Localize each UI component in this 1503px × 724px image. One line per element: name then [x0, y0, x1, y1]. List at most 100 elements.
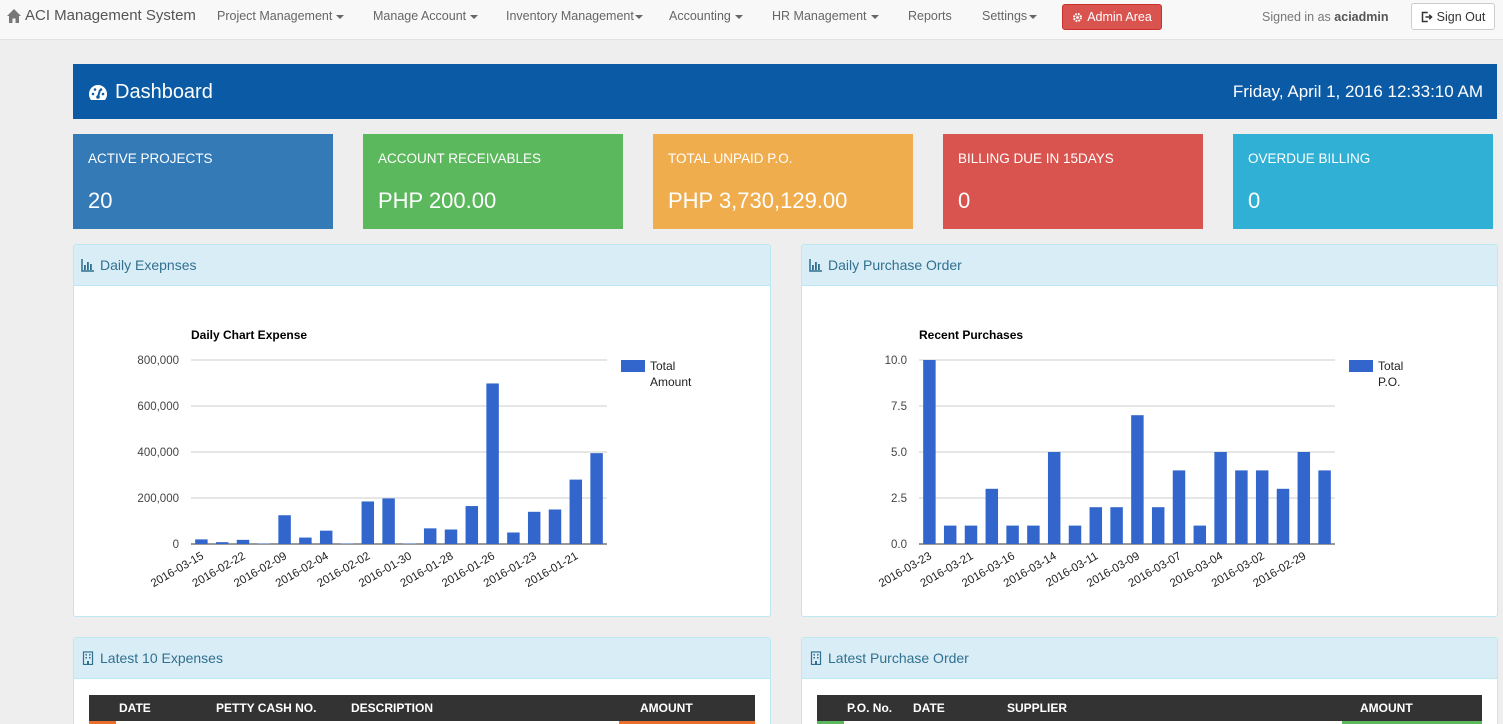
- bar[interactable]: [507, 532, 520, 545]
- stat-overdue-billing[interactable]: OVERDUE BILLING 0: [1233, 134, 1493, 229]
- legend-label: P.O.: [1378, 375, 1400, 389]
- bar[interactable]: [278, 515, 291, 544]
- row-accent: [817, 721, 844, 724]
- brand[interactable]: ACI Management System: [6, 7, 196, 24]
- bar[interactable]: [1297, 452, 1311, 544]
- nav-manage-account[interactable]: Manage Account: [373, 9, 479, 23]
- row-accent: [89, 721, 116, 724]
- bar[interactable]: [1068, 525, 1082, 544]
- bar[interactable]: [319, 530, 333, 544]
- bar[interactable]: [943, 525, 957, 544]
- column-header-amount[interactable]: AMOUNT: [640, 701, 693, 715]
- legend-label: Total: [1378, 359, 1403, 373]
- bar[interactable]: [195, 539, 208, 544]
- chart-title: Recent Purchases: [919, 328, 1023, 342]
- nav-hr-management[interactable]: HR Management: [772, 9, 879, 23]
- bar[interactable]: [361, 501, 375, 544]
- chevron-down-icon: [734, 14, 743, 19]
- bar[interactable]: [1193, 525, 1207, 544]
- bar[interactable]: [1151, 507, 1165, 544]
- bar[interactable]: [465, 506, 479, 544]
- building-icon: [810, 651, 822, 665]
- chevron-down-icon: [336, 14, 345, 19]
- nav-reports[interactable]: Reports: [908, 9, 952, 23]
- bar[interactable]: [527, 511, 541, 544]
- chevron-down-icon: [470, 14, 479, 19]
- column-header-date[interactable]: DATE: [119, 701, 151, 715]
- nav-label: Accounting: [669, 9, 731, 23]
- nav-label: Reports: [908, 9, 952, 23]
- bar[interactable]: [236, 539, 250, 544]
- bar[interactable]: [299, 537, 312, 544]
- bar[interactable]: [569, 479, 583, 544]
- column-header-date[interactable]: DATE: [913, 701, 945, 715]
- bar[interactable]: [1006, 525, 1019, 544]
- bar[interactable]: [590, 453, 603, 544]
- legend-label: Amount: [650, 375, 692, 389]
- bar[interactable]: [1047, 452, 1061, 544]
- nav-label: HR Management: [772, 9, 867, 23]
- panel-heading: Latest Purchase Order: [802, 638, 1497, 679]
- bar[interactable]: [1318, 470, 1331, 544]
- nav-label: Settings: [982, 9, 1028, 23]
- nav-settings[interactable]: Settings: [982, 9, 1038, 23]
- bar[interactable]: [382, 498, 395, 544]
- legend-swatch: [1349, 360, 1373, 372]
- admin-area-button[interactable]: Admin Area: [1062, 4, 1162, 30]
- y-tick-label: 7.5: [891, 401, 907, 413]
- stat-value: PHP 200.00: [378, 188, 497, 213]
- chevron-down-icon: [870, 14, 879, 19]
- y-tick-label: 400,000: [137, 447, 179, 459]
- bar[interactable]: [1214, 452, 1227, 544]
- bar[interactable]: [1235, 470, 1248, 544]
- bar[interactable]: [1276, 488, 1290, 544]
- column-header-po-no[interactable]: P.O. No.: [847, 701, 893, 715]
- bar[interactable]: [1027, 525, 1040, 544]
- bar[interactable]: [444, 529, 458, 544]
- latest-expenses-panel: Latest 10 Expenses DATE PETTY CASH NO. D…: [73, 637, 771, 724]
- sign-out-icon: [1421, 11, 1433, 22]
- bar[interactable]: [1172, 470, 1186, 544]
- row-accent: [619, 721, 755, 724]
- column-header-amount[interactable]: AMOUNT: [1360, 701, 1413, 715]
- current-datetime: Friday, April 1, 2016 12:33:10 AM: [1232, 82, 1483, 101]
- latest-purchase-order-panel: Latest Purchase Order P.O. No. DATE SUPP…: [801, 637, 1498, 724]
- bar[interactable]: [1110, 507, 1123, 544]
- y-tick-label: 800,000: [137, 355, 179, 367]
- nav-accounting[interactable]: Accounting: [669, 9, 743, 23]
- column-header-petty-cash-no[interactable]: PETTY CASH NO.: [216, 701, 317, 715]
- daily-expenses-panel: Daily Exepnses Daily Chart Expense 0 200,0…: [73, 244, 771, 617]
- bar[interactable]: [985, 488, 999, 544]
- nav-project-management[interactable]: Project Management: [217, 9, 345, 23]
- bar[interactable]: [1089, 507, 1103, 544]
- stat-active-projects[interactable]: ACTIVE PROJECTS 20: [73, 134, 333, 229]
- nav-label: Manage Account: [373, 9, 467, 23]
- nav-inventory-management[interactable]: Inventory Management: [506, 9, 643, 23]
- bar[interactable]: [923, 360, 936, 544]
- page-title: Dashboard: [87, 81, 213, 104]
- sign-out-button[interactable]: Sign Out: [1411, 3, 1495, 30]
- stat-account-receivables[interactable]: ACCOUNT RECEIVABLES PHP 200.00: [363, 134, 623, 229]
- bar[interactable]: [548, 509, 562, 545]
- bar[interactable]: [215, 542, 229, 544]
- bar[interactable]: [1131, 415, 1144, 544]
- panel-heading: Daily Exepnses: [74, 245, 770, 286]
- column-header-description[interactable]: DESCRIPTION: [351, 701, 434, 715]
- stat-total-unpaid-po[interactable]: TOTAL UNPAID P.O. PHP 3,730,129.00: [653, 134, 913, 229]
- bar-chart-icon: [809, 259, 822, 272]
- bar[interactable]: [423, 528, 437, 544]
- column-header-supplier[interactable]: SUPPLIER: [1007, 701, 1068, 715]
- bar[interactable]: [1255, 470, 1269, 544]
- bar[interactable]: [486, 383, 499, 544]
- chevron-down-icon: [634, 14, 643, 19]
- y-tick-label: 0: [173, 539, 179, 551]
- y-tick-label: 10.0: [885, 355, 907, 367]
- stat-billing-due[interactable]: BILLING DUE IN 15DAYS 0: [943, 134, 1203, 229]
- bar[interactable]: [964, 525, 978, 544]
- building-icon: [82, 651, 94, 665]
- panel-heading: Latest 10 Expenses: [74, 638, 770, 679]
- daily-expense-chart: Daily Chart Expense 0 200,000 400,000 600,00…: [137, 328, 692, 590]
- y-tick-label: 600,000: [137, 401, 179, 413]
- y-tick-label: 5.0: [891, 447, 907, 459]
- stat-label: ACCOUNT RECEIVABLES: [378, 151, 542, 166]
